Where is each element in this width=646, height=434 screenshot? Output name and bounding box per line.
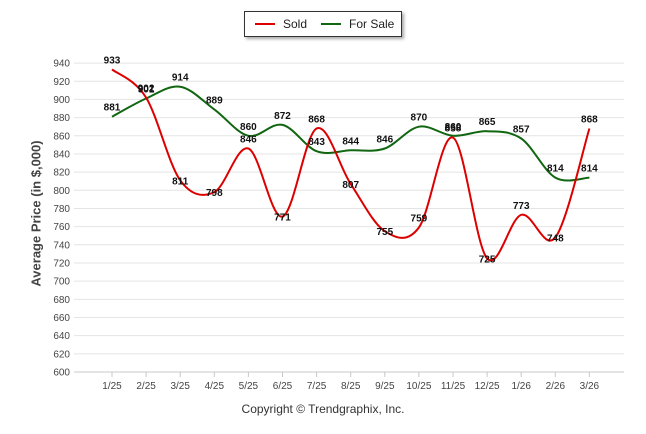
- y-tick-label: 800: [53, 186, 70, 197]
- x-tick-label: 3/25: [170, 381, 190, 392]
- gridlines: [74, 62, 624, 373]
- data-label-sold: 811: [172, 176, 189, 187]
- legend: Sold For Sale: [244, 11, 402, 37]
- series-line-sold[interactable]: [111, 68, 591, 262]
- legend-item-for-sale[interactable]: For Sale: [321, 12, 394, 36]
- x-tick-label: 2/26: [546, 381, 566, 392]
- y-tick-label: 620: [53, 349, 70, 360]
- y-tick-label: 900: [53, 95, 70, 106]
- x-tick-label: 9/25: [375, 381, 395, 392]
- y-tick-label: 880: [53, 113, 70, 124]
- y-tick-label: 600: [53, 368, 70, 379]
- data-label-sold: 755: [376, 227, 393, 238]
- y-tick-label: 660: [53, 313, 70, 324]
- data-label-sold: 902: [138, 84, 155, 95]
- y-tick-label: 700: [53, 277, 70, 288]
- data-labels: 933 902 811 798 846 771 868 807 755 759 858 725 773 7…: [104, 55, 599, 265]
- x-tick-label: 12/25: [475, 381, 500, 392]
- data-label-for-sale: 914: [172, 73, 189, 84]
- data-label-sold: 933: [104, 55, 121, 66]
- data-label-for-sale: 870: [411, 113, 428, 124]
- y-tick-label: 760: [53, 222, 70, 233]
- data-label-sold: 807: [342, 180, 359, 191]
- y-tick-label: 920: [53, 77, 70, 88]
- data-label-sold: 759: [411, 214, 428, 225]
- y-axis-title: Average Price (in $,000): [28, 140, 44, 287]
- y-tick-label: 780: [53, 204, 70, 215]
- data-label-for-sale: 901: [138, 85, 155, 96]
- y-tick-label: 740: [53, 240, 70, 251]
- data-label-for-sale: 889: [206, 95, 223, 106]
- y-tick-label: 640: [53, 331, 70, 342]
- x-tick-label: 1/26: [511, 381, 531, 392]
- data-label-sold: 868: [581, 115, 598, 126]
- legend-swatch-sold: [255, 23, 275, 25]
- y-tick-label: 860: [53, 131, 70, 142]
- legend-item-sold[interactable]: Sold: [255, 12, 307, 36]
- data-label-sold: 748: [547, 234, 564, 245]
- x-tick-label: 2/25: [136, 381, 156, 392]
- x-tick-label: 8/25: [341, 381, 361, 392]
- legend-label-sold: Sold: [283, 17, 308, 31]
- data-label-sold: 771: [274, 213, 291, 224]
- data-label-for-sale: 857: [513, 124, 530, 135]
- x-tick-label: 5/25: [239, 381, 259, 392]
- series-line-for-sale[interactable]: [111, 85, 590, 182]
- data-label-for-sale: 844: [342, 136, 359, 147]
- axes: 600 620 640 660 680 700 720 740 760 780 800 820 840 8…: [53, 59, 624, 392]
- y-tick-label: 720: [53, 258, 70, 269]
- x-tick-label: 4/25: [205, 381, 225, 392]
- data-label-sold: 798: [206, 188, 223, 199]
- x-tick-label: 10/25: [406, 381, 431, 392]
- data-label-for-sale: 872: [274, 111, 291, 122]
- data-label-for-sale: 814: [581, 164, 598, 175]
- x-tick-label: 1/25: [102, 381, 122, 392]
- data-label-for-sale: 860: [240, 122, 257, 133]
- data-label-for-sale: 843: [308, 137, 325, 148]
- series-lines: [111, 68, 591, 262]
- y-tick-label: 940: [53, 59, 70, 70]
- x-tick-label: 6/25: [273, 381, 293, 392]
- data-label-for-sale: 846: [376, 134, 393, 145]
- data-label-for-sale: 881: [104, 103, 121, 114]
- legend-swatch-for-sale: [321, 23, 341, 25]
- y-tick-label: 840: [53, 149, 70, 160]
- data-label-sold: 773: [513, 201, 530, 212]
- data-label-sold: 858: [445, 124, 462, 135]
- x-tick-label: 3/26: [580, 381, 600, 392]
- data-label-for-sale: 860: [445, 122, 462, 133]
- data-label-sold: 868: [308, 115, 325, 126]
- data-label-sold: 846: [240, 134, 257, 145]
- legend-label-for-sale: For Sale: [349, 17, 395, 31]
- data-label-sold: 725: [479, 254, 496, 265]
- x-tick-label: 11/25: [441, 381, 466, 392]
- x-tick-label: 7/25: [307, 381, 327, 392]
- data-label-for-sale: 865: [479, 117, 496, 128]
- y-tick-label: 680: [53, 295, 70, 306]
- data-label-for-sale: 814: [547, 164, 564, 175]
- copyright-text: Copyright © Trendgraphix, Inc.: [241, 402, 405, 416]
- y-tick-label: 820: [53, 168, 70, 179]
